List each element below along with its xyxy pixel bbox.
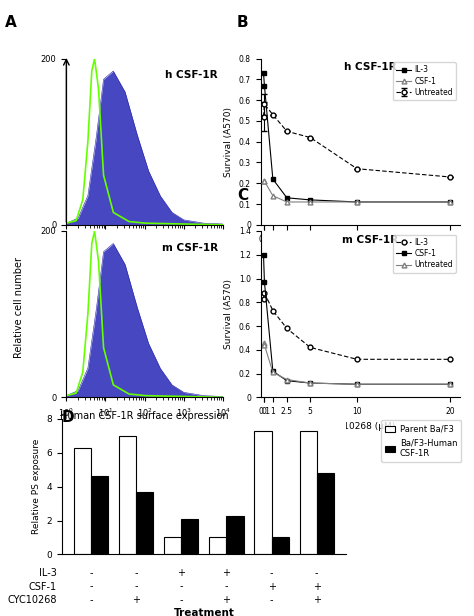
Text: -: - xyxy=(225,582,228,591)
Bar xyxy=(181,519,199,554)
Bar xyxy=(74,448,91,554)
Bar xyxy=(317,473,334,554)
Text: Treatment: Treatment xyxy=(173,608,234,616)
Text: m CSF-1R: m CSF-1R xyxy=(342,235,398,245)
Text: -: - xyxy=(180,582,183,591)
Text: m CSF-1R: m CSF-1R xyxy=(162,243,218,253)
Text: CYC10268: CYC10268 xyxy=(8,595,57,605)
Text: -: - xyxy=(180,595,183,605)
Bar xyxy=(227,516,244,554)
Bar xyxy=(91,477,108,554)
X-axis label: CYC10268 (μM): CYC10268 (μM) xyxy=(326,421,395,431)
Text: CSF-1: CSF-1 xyxy=(29,582,57,591)
X-axis label: CYC10268 (μM): CYC10268 (μM) xyxy=(326,249,395,258)
Text: +: + xyxy=(222,568,230,578)
Text: -: - xyxy=(89,568,93,578)
Text: -: - xyxy=(89,595,93,605)
Y-axis label: Relative PS exposure: Relative PS exposure xyxy=(32,439,41,534)
Bar xyxy=(300,431,317,554)
Bar xyxy=(255,431,272,554)
Text: -: - xyxy=(315,568,319,578)
Legend: IL-3, CSF-1, Untreated: IL-3, CSF-1, Untreated xyxy=(393,235,456,272)
Text: A: A xyxy=(5,15,17,30)
Legend: Parent Ba/F3, Ba/F3-Human
CSF-1R: Parent Ba/F3, Ba/F3-Human CSF-1R xyxy=(381,420,461,462)
Text: -: - xyxy=(89,582,93,591)
Text: IL-3: IL-3 xyxy=(39,568,57,578)
Bar xyxy=(209,537,227,554)
Text: Human CSF-1R surface expression: Human CSF-1R surface expression xyxy=(60,411,229,421)
Text: +: + xyxy=(132,595,140,605)
Text: +: + xyxy=(177,568,185,578)
Text: -: - xyxy=(270,568,273,578)
Text: -: - xyxy=(134,568,138,578)
Bar xyxy=(272,537,289,554)
Text: D: D xyxy=(62,410,74,424)
Legend: IL-3, CSF-1, Untreated: IL-3, CSF-1, Untreated xyxy=(393,62,456,100)
Y-axis label: Survival (A570): Survival (A570) xyxy=(224,279,233,349)
Text: -: - xyxy=(270,595,273,605)
Text: C: C xyxy=(237,188,248,203)
Y-axis label: Survival (A570): Survival (A570) xyxy=(224,107,233,177)
Text: h CSF-1R: h CSF-1R xyxy=(344,62,397,72)
Text: +: + xyxy=(313,595,321,605)
Text: B: B xyxy=(237,15,249,30)
Bar xyxy=(164,537,181,554)
Text: +: + xyxy=(222,595,230,605)
Text: -: - xyxy=(134,582,138,591)
Text: +: + xyxy=(267,582,275,591)
Text: Relative cell number: Relative cell number xyxy=(14,257,24,359)
Text: h CSF-1R: h CSF-1R xyxy=(165,70,218,80)
Bar xyxy=(136,492,153,554)
Bar xyxy=(119,436,136,554)
Text: +: + xyxy=(313,582,321,591)
